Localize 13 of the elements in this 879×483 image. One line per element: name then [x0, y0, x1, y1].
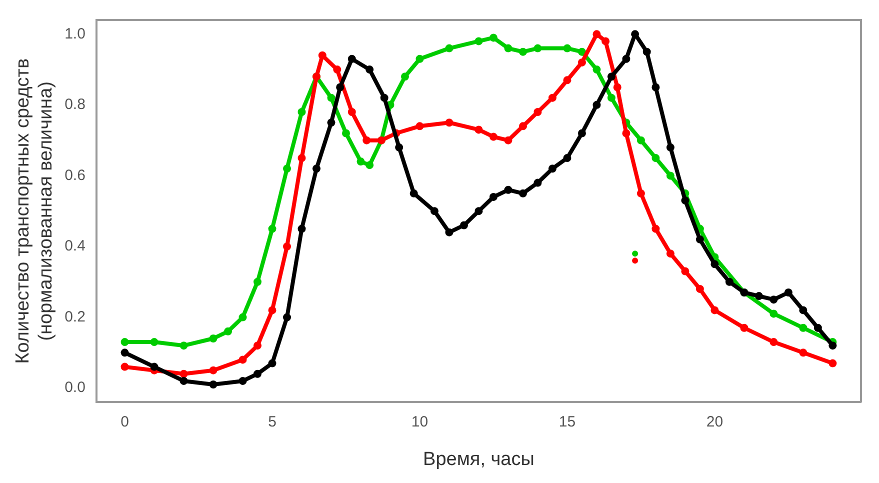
y-tick-label: 1.0 [64, 25, 86, 42]
y-tick-label: 0.8 [64, 96, 86, 114]
x-tick-label: 15 [558, 413, 576, 430]
y-tick-label: 0.6 [64, 166, 86, 184]
x-axis-title: Время, часы [423, 448, 534, 470]
x-tick-label: 5 [268, 413, 276, 430]
y-tick-label: 0.0 [64, 379, 86, 396]
y-tick-label: 0.2 [64, 308, 86, 326]
x-tick-label: 20 [706, 413, 724, 430]
y-tick-label: 0.4 [64, 238, 86, 255]
x-tick-label: 10 [411, 413, 428, 430]
x-tick-label: 0 [120, 413, 129, 430]
y-axis-title: Количество транспортных средств (нормализованная величина) [12, 58, 56, 364]
